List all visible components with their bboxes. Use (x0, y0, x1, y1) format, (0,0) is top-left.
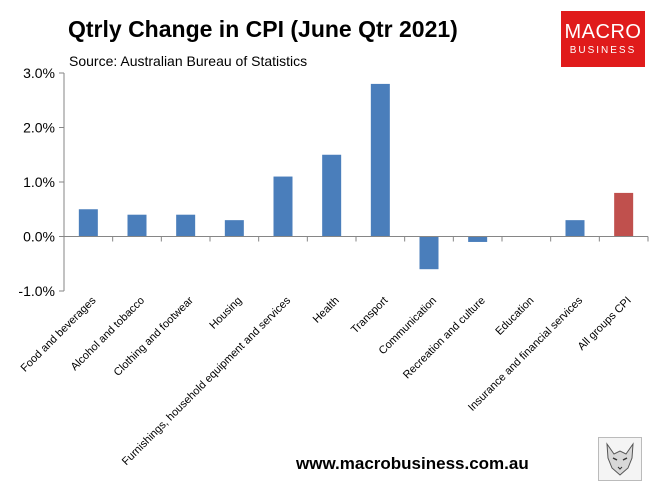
bar-0 (78, 209, 98, 237)
y-tick-label: 2.0% (23, 120, 55, 136)
bar-7 (419, 236, 439, 270)
x-tick-label: Education (493, 295, 536, 338)
x-tick-label: Health (311, 295, 342, 326)
bar-5 (322, 154, 342, 237)
x-tick-label: Clothing and footwear (112, 294, 196, 378)
y-axis: 3.0% 2.0% 1.0% 0.0% -1.0% (18, 65, 65, 299)
y-tick-label: 1.0% (23, 174, 55, 190)
macro-business-logo: MACRO BUSINESS (561, 11, 645, 67)
y-tick-label: 0.0% (23, 229, 55, 245)
bar-10 (565, 220, 585, 237)
x-tick-label: Furnishings, household equipment and ser… (120, 294, 294, 468)
logo-line1: MACRO (564, 21, 642, 43)
logo-line2: BUSINESS (569, 45, 637, 56)
y-tick-label: -1.0% (18, 283, 55, 299)
x-tick-label: Housing (207, 295, 244, 332)
bars (63, 83, 649, 270)
bar-11 (614, 192, 634, 237)
x-tick-label: Transport (349, 295, 390, 336)
x-tick-label: Recreation and culture (401, 295, 488, 382)
bar-2 (176, 214, 196, 237)
bar-1 (127, 214, 147, 237)
bar-6 (370, 83, 390, 237)
wolf-icon (598, 437, 642, 481)
chart-title: Qtrly Change in CPI (June Qtr 2021) (68, 16, 458, 42)
bar-8 (468, 236, 488, 242)
y-tick-label: 3.0% (23, 65, 55, 81)
bar-4 (273, 176, 293, 237)
bar-3 (224, 220, 244, 237)
chart-subtitle: Source: Australian Bureau of Statistics (69, 53, 308, 69)
website-url[interactable]: www.macrobusiness.com.au (296, 454, 529, 473)
